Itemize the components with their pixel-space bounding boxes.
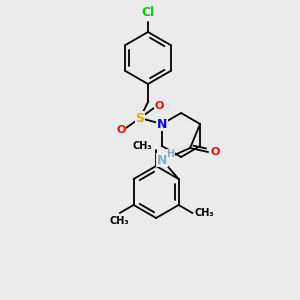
Text: N: N — [157, 154, 167, 166]
Text: CH₃: CH₃ — [195, 208, 214, 218]
Text: O: O — [210, 147, 220, 157]
Text: CH₃: CH₃ — [132, 141, 152, 151]
Text: S: S — [136, 112, 145, 124]
Text: N: N — [157, 118, 167, 130]
Text: Cl: Cl — [141, 5, 154, 19]
Text: O: O — [154, 101, 164, 111]
Text: H: H — [166, 149, 174, 159]
Text: O: O — [116, 125, 126, 135]
Text: CH₃: CH₃ — [110, 216, 130, 226]
